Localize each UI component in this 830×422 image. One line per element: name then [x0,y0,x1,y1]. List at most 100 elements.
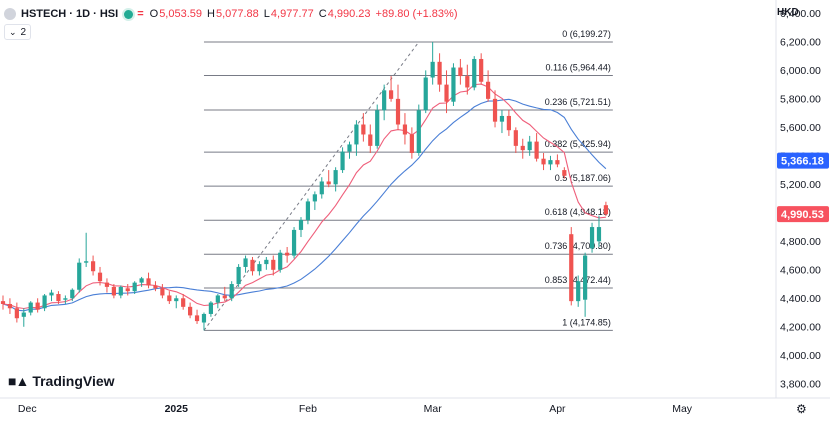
candle-body[interactable] [368,134,373,146]
candle-body[interactable] [250,259,255,272]
candle-body[interactable] [194,315,200,322]
candle-body[interactable] [451,67,456,102]
candle-body[interactable] [520,145,525,151]
candle-body[interactable] [347,144,352,152]
candle-body[interactable] [298,219,304,230]
candle-body[interactable] [541,158,546,165]
candle-body[interactable] [153,285,158,289]
candle-body[interactable] [201,313,207,323]
slow-moving-average-line[interactable] [2,98,607,312]
candle-body[interactable] [90,261,96,272]
tradingview-logo[interactable]: ■▲ TradingView [8,373,115,389]
candle-body[interactable] [402,124,408,135]
candle-body[interactable] [14,308,19,319]
candle-body[interactable] [271,259,276,270]
candle-body[interactable] [208,302,213,314]
candle-body[interactable] [513,130,518,146]
candle-body[interactable] [596,227,602,242]
candle-body[interactable] [7,303,13,309]
candle-body[interactable] [465,76,470,88]
candle-body[interactable] [264,259,269,265]
candle-body[interactable] [0,301,6,304]
currency-label[interactable]: HKD [777,7,799,18]
candle-body[interactable] [49,292,54,296]
candle-body[interactable] [28,302,33,313]
candle-body[interactable] [430,61,435,78]
candle-body[interactable] [319,181,324,195]
candle-body[interactable] [375,110,380,146]
candle-body[interactable] [395,98,401,125]
candle-body[interactable] [333,170,338,185]
candle-body[interactable] [589,227,595,249]
candle-body[interactable] [361,124,366,135]
candle-body[interactable] [118,286,123,296]
candle-body[interactable] [285,252,290,256]
candle-body[interactable] [444,84,449,102]
candle-body[interactable] [326,181,331,185]
candle-body[interactable] [291,229,297,256]
candle-body[interactable] [576,281,581,302]
candle-body[interactable] [416,110,421,153]
candle-body[interactable] [84,261,89,263]
candle-body[interactable] [409,134,414,153]
candle-body[interactable] [603,205,609,215]
candle-body[interactable] [21,312,26,317]
candle-body[interactable] [472,58,477,88]
candle-body[interactable] [499,115,505,122]
candle-body[interactable] [382,90,387,111]
price-tick-label: 4,800.00 [780,236,821,248]
candle-body[interactable] [104,282,110,287]
candle-body[interactable] [70,289,75,299]
candle-body[interactable] [132,282,137,292]
gear-icon[interactable]: ⚙ [796,402,807,416]
candle-body[interactable] [181,298,186,307]
candle-body[interactable] [139,278,144,283]
candle-body[interactable] [312,194,317,202]
candle-body[interactable] [479,58,484,82]
candle-body[interactable] [42,295,47,309]
candle-body[interactable] [569,234,574,302]
candle-body[interactable] [160,288,165,296]
equals-icon[interactable]: = [137,8,144,20]
candle-body[interactable] [278,252,283,270]
candle-body[interactable] [548,160,553,165]
candle-body[interactable] [229,284,234,299]
indicators-toggle[interactable]: ⌄ 2 [4,24,32,40]
fast-moving-average-line[interactable] [2,83,606,310]
candle-body[interactable] [506,115,511,131]
candle-body[interactable] [354,124,359,145]
symbol-circle-icon[interactable] [4,8,16,20]
candle-body[interactable] [305,201,311,220]
candle-body[interactable] [243,258,248,267]
candle-body[interactable] [77,262,82,290]
candle-body[interactable] [492,98,498,122]
candle-body[interactable] [555,160,560,165]
candle-body[interactable] [56,294,61,302]
symbol-title[interactable]: HSTECH · 1D · HSI [21,8,119,20]
candle-body[interactable] [486,81,491,99]
candle-body[interactable] [257,264,262,272]
candle-body[interactable] [527,141,532,151]
candle-body[interactable] [437,61,442,85]
candle-body[interactable] [583,255,588,300]
fib-level-label: 0.5 (5,187.06) [555,173,611,183]
candle-body[interactable] [562,170,567,176]
candle-body[interactable] [388,90,394,99]
candle-body[interactable] [222,295,227,299]
candle-body[interactable] [167,295,172,302]
candle-body[interactable] [236,266,241,285]
candle-body[interactable] [534,141,539,159]
candle-body[interactable] [125,288,130,292]
candle-body[interactable] [215,295,220,303]
candle-body[interactable] [111,286,116,296]
candle-body[interactable] [63,298,68,300]
candle-body[interactable] [174,298,179,302]
candle-body[interactable] [97,272,103,282]
candle-body[interactable] [35,302,40,310]
candle-body[interactable] [423,77,428,111]
candle-body[interactable] [146,278,151,286]
candle-body[interactable] [458,67,463,77]
candle-body[interactable] [340,151,345,171]
candle-body[interactable] [188,306,193,316]
